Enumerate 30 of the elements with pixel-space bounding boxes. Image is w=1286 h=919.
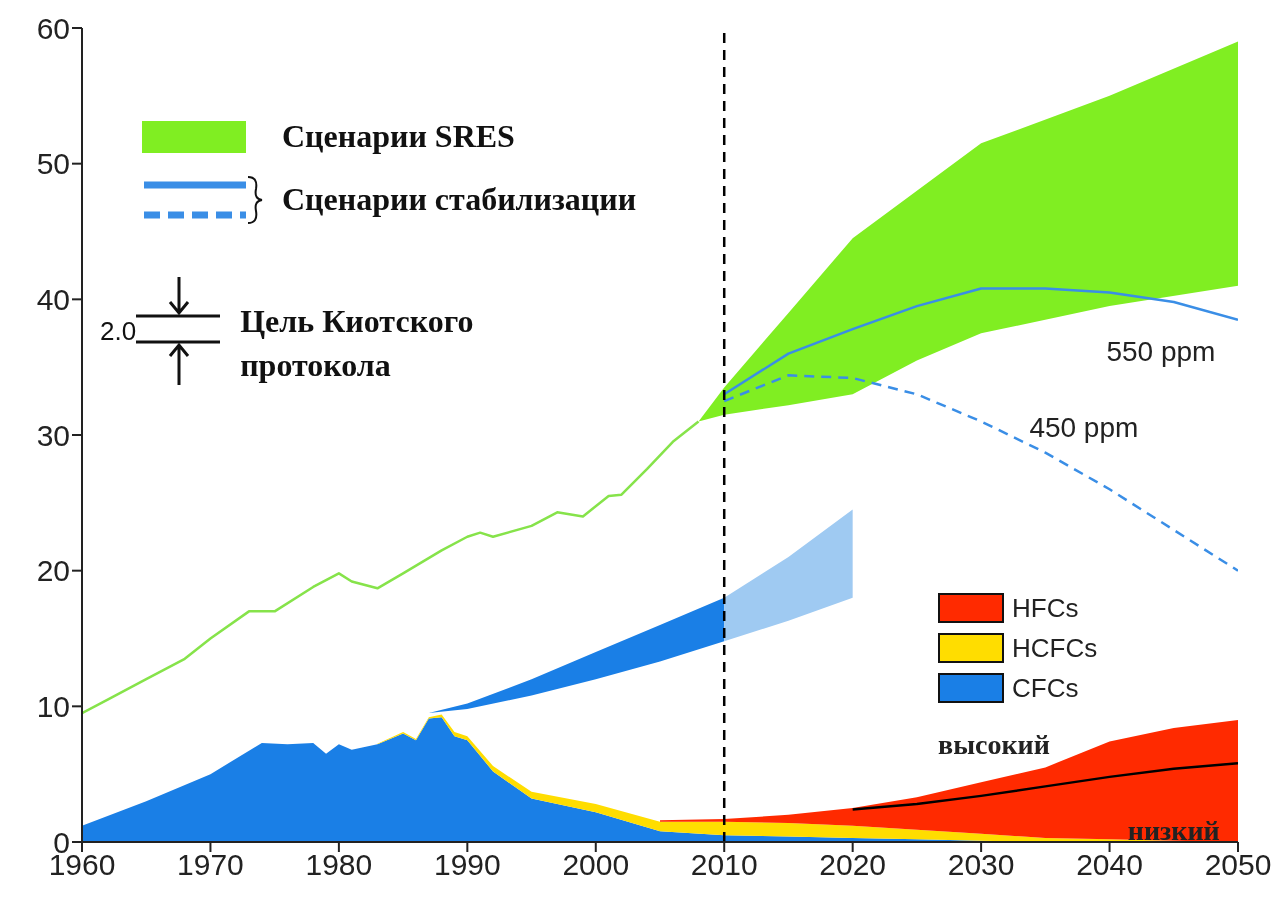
annotation: Цель Киотского протокола <box>240 302 475 385</box>
y-tick-label: 50 <box>36 147 70 181</box>
annotation: 450 ppm <box>1029 411 1139 443</box>
line-series <box>82 420 700 715</box>
x-tick-label: 2040 <box>1076 848 1143 882</box>
y-tick-label: 20 <box>36 554 70 588</box>
x-tick-label: 2000 <box>562 848 630 882</box>
x-tick-label: 2020 <box>819 848 887 882</box>
x-tick-label: 2030 <box>947 848 1015 882</box>
y-tick-label: 40 <box>36 282 70 316</box>
x-tick-label: 1990 <box>433 848 501 882</box>
legend-label: HCFCs <box>1012 632 1098 664</box>
legend-label: Сценарии SRES <box>282 118 515 155</box>
y-tick-label: 10 <box>36 689 70 723</box>
y-tick-label: 60 <box>36 11 70 45</box>
annotation: высокий <box>938 729 1050 761</box>
line-series <box>851 762 1238 811</box>
x-tick-label: 2010 <box>690 848 758 882</box>
x-tick-label: 2050 <box>1204 848 1272 882</box>
x-tick-label: 1980 <box>305 848 373 882</box>
line-series <box>722 374 1238 572</box>
legend-label: CFCs <box>1012 672 1079 704</box>
annotation: 2.0 <box>100 315 137 347</box>
annotation: 550 ppm <box>1106 335 1216 367</box>
annotation: низкий <box>1127 814 1220 846</box>
annotation: Сценарии стабилизации <box>282 180 637 218</box>
x-tick-label: 1970 <box>177 848 244 882</box>
legend-label: HFCs <box>1012 592 1079 624</box>
line-series <box>722 287 1238 396</box>
y-tick-label: 30 <box>36 418 70 452</box>
